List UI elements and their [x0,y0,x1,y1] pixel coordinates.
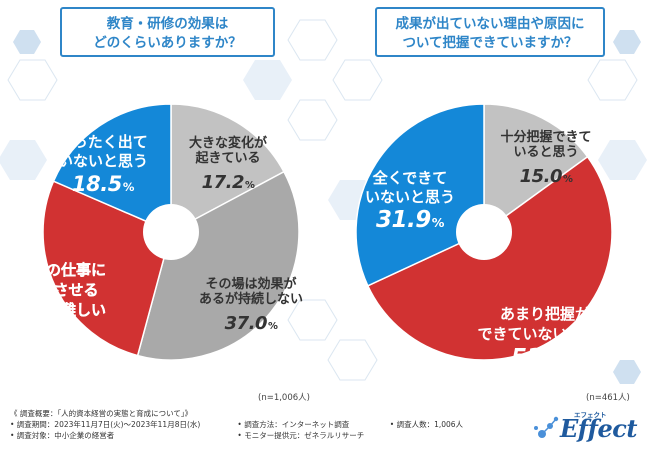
chart1-label-not-lasting: その場は効果が あるが持続しない 37.0% [198,276,303,334]
chart2-donut-hole [456,204,512,260]
chart1-slice-1 [136,170,300,361]
chart2-donut [355,103,613,361]
logo-text: Effect [560,414,637,443]
chart1-donut [42,103,300,361]
effect-logo-mark [534,416,559,438]
chart2-label-barely-grasped: あまり把握が できていないと思う 53.1% [477,305,613,371]
notes-method: • 調査方法：インターネット調査 [237,420,350,429]
chart1-label-hard-to-apply: 自分の仕事に 応用させる ことが難しい 27.3% [15,261,106,346]
chart1-label-no-effect: まったく出て いないと思う 18.5% [57,133,148,196]
chart1-slice-0 [170,103,285,234]
chart2-sample-size: (n=461人) [586,393,630,403]
logo-katakana: エフェクト [574,411,607,419]
chart1-question-box: 教育・研修の効果は どのくらいありますか？ [60,7,275,57]
chart2-slice-2 [355,103,485,287]
survey-notes: 《 調査概要：「人的資本経営の実態と育成について」》 • 調査期間：2023年1… [10,408,463,441]
notes-target: • 調査対象：中小企業の経営者 [10,431,115,440]
notes-overview: 《 調査概要：「人的資本経営の実態と育成について」》 [10,409,193,418]
chart1-slice-2 [42,180,172,357]
chart1-slice-3 [52,103,172,234]
chart2-label-not-at-all: 全くできて いないと思う 31.9% [364,169,455,233]
notes-provider: • モニター提供元：ゼネラルリサーチ [237,431,365,440]
chart1-donut-hole [143,204,199,260]
chart2-label-fully-grasped: 十分把握できて いると思う 15.0% [500,129,592,187]
chart1-label-big-change: 大きな変化が 起きている 17.2% [188,135,267,193]
notes-count: • 調査人数：1,006人 [389,420,464,429]
chart2-slice-0 [483,103,589,234]
notes-period: • 調査期間：2023年11月7日(火)〜2023年11月8日(水) [10,420,201,429]
chart1-sample-size: (n=1,006人) [258,393,310,403]
chart2-question-box: 成果が出ていない理由や原因に ついて把握できていますか？ [375,7,605,57]
